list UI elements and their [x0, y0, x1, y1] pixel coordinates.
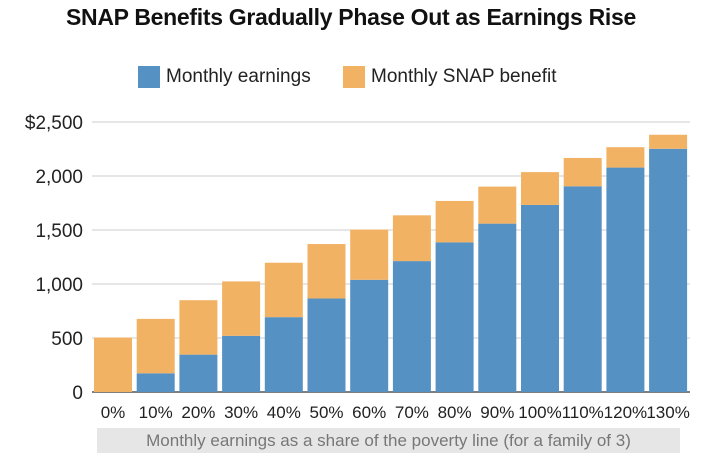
bar-earnings — [350, 279, 389, 392]
bar-earnings — [179, 354, 218, 392]
x-tick-label: 100% — [518, 403, 561, 422]
y-tick-label: 2,000 — [35, 167, 83, 188]
x-tick-label: 90% — [480, 403, 514, 422]
legend-swatch — [138, 66, 160, 88]
x-tick-label: 130% — [646, 403, 689, 422]
bar-earnings — [136, 373, 175, 392]
y-tick-label: 1,500 — [35, 221, 83, 242]
x-tick-label: 40% — [267, 403, 301, 422]
legend-swatch — [343, 66, 365, 88]
bar-earnings — [435, 242, 474, 392]
bar-snap-benefit — [649, 134, 688, 149]
x-tick-label: 120% — [604, 403, 647, 422]
x-tick-label: 0% — [101, 403, 126, 422]
legend-label: Monthly earnings — [166, 66, 311, 87]
y-tick-label: $2,500 — [25, 113, 83, 134]
x-tick-label: 30% — [224, 403, 258, 422]
y-tick-label: 0 — [72, 383, 83, 404]
x-tick-label: 20% — [181, 403, 215, 422]
x-tick-label: 110% — [562, 403, 604, 422]
x-axis-label-box: Monthly earnings as a share of the pover… — [97, 428, 680, 453]
bar-snap-benefit — [222, 281, 261, 336]
x-tick-label: 10% — [139, 403, 173, 422]
bar-snap-benefit — [392, 215, 431, 262]
x-tick-label: 50% — [309, 403, 343, 422]
legend-item-snap: Monthly SNAP benefit — [343, 66, 557, 88]
x-tick-label: 60% — [352, 403, 386, 422]
bar-snap-benefit — [179, 300, 218, 355]
bar-snap-benefit — [307, 244, 346, 299]
x-tick-label: 80% — [438, 403, 472, 422]
y-tick-label: 1,000 — [35, 275, 83, 296]
x-tick-label: 70% — [395, 403, 429, 422]
bar-earnings — [264, 317, 303, 392]
chart-title: SNAP Benefits Gradually Phase Out as Ear… — [66, 4, 636, 30]
bar-snap-benefit — [435, 200, 474, 243]
bar-earnings — [563, 186, 602, 392]
bar-snap-benefit — [350, 229, 389, 280]
bar-snap-benefit — [136, 318, 175, 374]
bar-earnings — [521, 204, 559, 392]
bar-snap-benefit — [478, 186, 517, 224]
bar-earnings — [392, 261, 431, 392]
bar-earnings — [649, 148, 688, 392]
bar-earnings — [478, 223, 517, 392]
x-axis-label: Monthly earnings as a share of the pover… — [146, 431, 631, 450]
bar-earnings — [222, 335, 261, 392]
y-tick-label: 500 — [51, 329, 83, 350]
bar-snap-benefit — [94, 337, 132, 392]
legend-label: Monthly SNAP benefit — [371, 66, 557, 87]
bar-snap-benefit — [521, 172, 559, 205]
bar-earnings — [606, 167, 645, 392]
bar-snap-benefit — [264, 262, 303, 318]
bar-earnings — [307, 298, 346, 392]
bar-snap-benefit — [606, 147, 645, 168]
bar-snap-benefit — [563, 157, 602, 187]
legend-item-earnings: Monthly earnings — [138, 66, 311, 88]
